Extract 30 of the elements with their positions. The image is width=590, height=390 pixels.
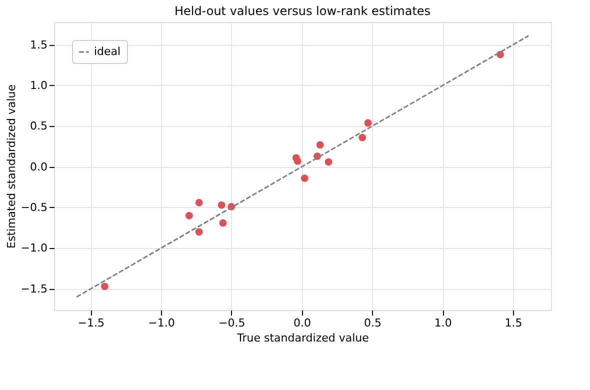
y-tick-label: 1.0	[30, 78, 48, 92]
chart-title: Held-out values versus low-rank estimates	[174, 4, 431, 18]
point	[195, 228, 203, 236]
y-axis-title: Estimated standardized value	[4, 84, 18, 248]
x-tick-label: −1.0	[148, 316, 175, 330]
y-tick-label: 0.5	[30, 120, 48, 133]
point	[316, 141, 324, 149]
x-tick-label: 0.5	[364, 316, 382, 330]
legend-label: ideal	[94, 45, 121, 58]
x-tick-label: −0.5	[218, 316, 246, 330]
point	[185, 212, 193, 220]
point	[195, 198, 203, 206]
point	[219, 219, 227, 227]
x-axis-title: True standardized value	[236, 332, 370, 344]
x-tick-label: 1.0	[434, 316, 452, 330]
point	[294, 157, 302, 165]
x-tick-label: 0.0	[294, 316, 312, 330]
y-tick-label: 0.0	[30, 160, 48, 174]
y-tick-label: −0.5	[20, 200, 48, 214]
y-tick-label: −1.5	[20, 282, 48, 296]
point	[364, 119, 372, 127]
y-tick-label: 1.5	[30, 38, 48, 52]
x-tick-label: 1.5	[504, 316, 522, 330]
point	[218, 201, 226, 209]
point	[324, 158, 332, 166]
x-tick-label: −1.5	[78, 316, 104, 330]
point	[100, 282, 108, 290]
y-tick-label: −1.0	[20, 242, 48, 255]
point	[300, 174, 308, 182]
point	[358, 134, 366, 142]
